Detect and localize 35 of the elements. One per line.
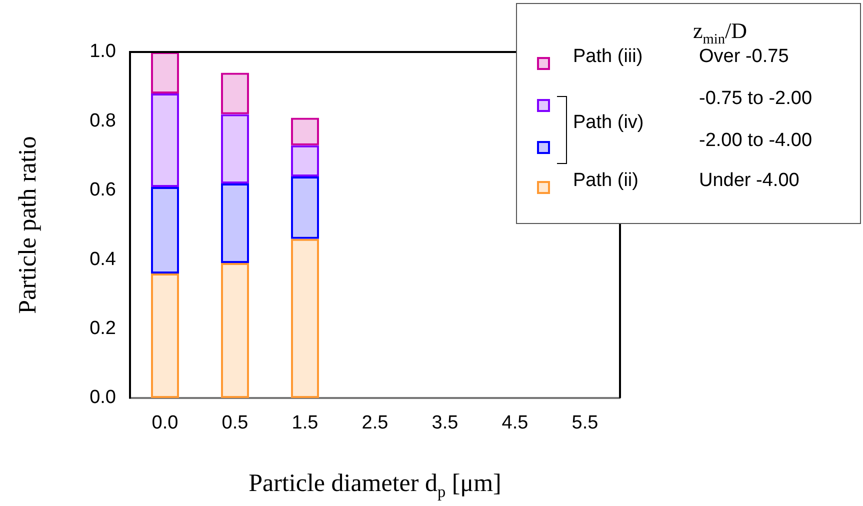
y-tick-label: 0.4 xyxy=(90,248,116,270)
bar xyxy=(221,183,249,264)
text: -2.00 to -4.00 xyxy=(699,130,812,151)
text: Under -4.00 xyxy=(699,170,800,191)
y-tick-label: 1.0 xyxy=(90,41,116,62)
y-tick-label: 0.0 xyxy=(90,387,116,408)
text: Over -0.75 xyxy=(699,46,789,67)
x-tick-label: 0.0 xyxy=(152,412,178,434)
bar xyxy=(291,118,319,146)
bar xyxy=(221,263,249,398)
y-tick-label: 0.2 xyxy=(90,318,116,340)
bar xyxy=(151,94,179,187)
bar xyxy=(221,114,249,184)
y-axis-title: Particle path ratio xyxy=(14,136,42,314)
bar xyxy=(221,72,249,114)
annotation: Path (iii) xyxy=(573,46,643,68)
x-axis-title: Particle diameter d$_{p}$ [μm] xyxy=(248,470,502,502)
bar xyxy=(151,273,179,398)
x-tick-label: 5.5 xyxy=(572,412,598,434)
legend-title: z$_{min}$/D xyxy=(693,18,748,48)
bar xyxy=(151,52,179,94)
x-tick-label: 4.5 xyxy=(502,412,528,434)
x-tick-label: 2.5 xyxy=(362,412,388,434)
y-tick-label: 0.6 xyxy=(90,180,116,201)
bar xyxy=(291,176,319,239)
bar xyxy=(151,186,179,274)
annotation: Path (ii) xyxy=(573,170,638,192)
x-tick-label: 1.5 xyxy=(292,412,318,434)
bar xyxy=(291,145,319,177)
x-tick-label: 0.5 xyxy=(222,412,248,434)
bar xyxy=(291,238,319,398)
x-tick-label: 3.5 xyxy=(432,412,458,434)
text: -0.75 to -2.00 xyxy=(699,88,812,109)
y-tick-label: 0.8 xyxy=(90,110,116,132)
annotation: Path (iv) xyxy=(573,112,644,134)
